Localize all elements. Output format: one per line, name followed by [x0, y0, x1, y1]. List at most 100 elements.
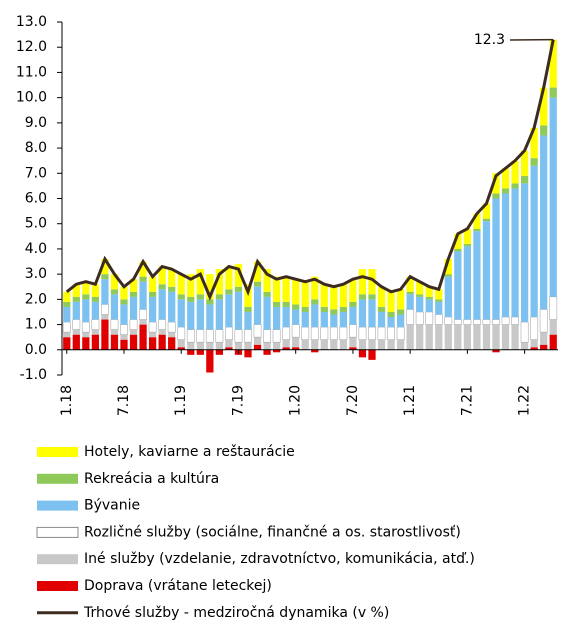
bar-segment	[244, 342, 251, 350]
bar-segment	[292, 325, 299, 338]
bar-segment	[197, 299, 204, 329]
bar-segment	[244, 350, 251, 358]
bar-segment	[435, 314, 442, 324]
bar-segment	[311, 327, 318, 340]
y-tick-label: 9.0	[25, 115, 47, 131]
bar-segment	[387, 327, 394, 340]
bar-segment	[149, 332, 156, 337]
bar-segment	[378, 307, 385, 312]
bar-segment	[483, 221, 490, 319]
bar-segment	[349, 337, 356, 347]
bar-segment	[387, 317, 394, 327]
bar-segment	[101, 320, 108, 350]
bar-segment	[273, 342, 280, 350]
bar-segment	[550, 98, 557, 297]
bar-segment	[511, 183, 518, 188]
bar-segment	[263, 297, 270, 330]
bar-segment	[130, 320, 137, 330]
bar-segment	[130, 330, 137, 335]
bar-segment	[120, 335, 127, 340]
bar-segment	[120, 299, 127, 304]
bar-segment	[197, 342, 204, 350]
bar-segment	[73, 297, 80, 302]
legend-swatch	[37, 527, 78, 537]
bar-segment	[540, 135, 547, 309]
bar-segment	[149, 292, 156, 297]
bar-segment	[464, 246, 471, 319]
bar-segment	[302, 307, 309, 312]
bar-segment	[407, 292, 414, 295]
bar-segment	[340, 312, 347, 327]
bar-segment	[368, 327, 375, 340]
bar-segment	[149, 322, 156, 332]
bar-segment	[473, 231, 480, 319]
bar-segment	[63, 292, 70, 302]
bar-segment	[368, 340, 375, 350]
bar-segment	[483, 320, 490, 325]
bar-segment	[464, 320, 471, 325]
x-tick-label: 1.21	[402, 385, 418, 416]
bar-segment	[149, 337, 156, 350]
bar-segment	[283, 327, 290, 340]
bar-segment	[216, 299, 223, 329]
bar-segment	[235, 342, 242, 350]
bar-segment	[216, 342, 223, 350]
bar-segment	[349, 307, 356, 325]
bar-segment	[82, 299, 89, 322]
bar-segment	[283, 307, 290, 327]
bar-segment	[359, 294, 366, 299]
bar-segment	[206, 330, 213, 343]
x-tick-label: 7.19	[230, 385, 246, 416]
bar-segment	[159, 284, 166, 289]
bar-segment	[378, 312, 385, 327]
legend-swatch	[37, 474, 78, 484]
bar-segment	[254, 282, 261, 287]
bar-segment	[178, 327, 185, 340]
bar-segment	[235, 287, 242, 292]
legend-swatch	[37, 581, 78, 591]
bar-segment	[187, 330, 194, 343]
x-tick-label: 7.20	[345, 385, 361, 416]
bar-segment	[321, 340, 328, 350]
bar-segment	[349, 279, 356, 302]
y-tick-label: 12.0	[16, 39, 47, 55]
bar-segment	[550, 88, 557, 98]
bar-segment	[187, 302, 194, 330]
bar-segment	[63, 307, 70, 322]
bar-segment	[397, 309, 404, 314]
bar-segment	[216, 294, 223, 299]
bar-segment	[445, 277, 452, 317]
bar-segment	[368, 294, 375, 299]
bar-segment	[82, 322, 89, 332]
bar-segment	[492, 199, 499, 320]
legend-label: Hotely, kaviarne a reštaurácie	[84, 444, 295, 460]
bar-segment	[407, 309, 414, 324]
bar-segment	[359, 350, 366, 358]
bar-segment	[340, 340, 347, 350]
x-tick-label: 7.21	[459, 385, 475, 416]
bar-segment	[235, 330, 242, 343]
bar-segment	[111, 335, 118, 350]
bar-segment	[521, 342, 528, 350]
legend-label: Bývanie	[84, 498, 140, 514]
bar-segment	[178, 294, 185, 299]
bar-segment	[416, 294, 423, 297]
bar-segment	[63, 332, 70, 337]
bar-segment	[206, 350, 213, 373]
bar-segment	[387, 292, 394, 312]
bar-segment	[321, 312, 328, 327]
x-tick-label: 1.20	[288, 385, 304, 416]
bar-segment	[292, 309, 299, 324]
bar-segment	[168, 337, 175, 350]
legend-swatch	[37, 447, 78, 457]
bar-segment	[426, 297, 433, 300]
bar-segment	[368, 299, 375, 327]
bar-segment	[531, 340, 538, 348]
bar-segment	[492, 325, 499, 350]
y-tick-label: 4.0	[25, 241, 47, 257]
bar-segment	[359, 299, 366, 327]
bar-segment	[416, 312, 423, 325]
bar-segment	[359, 327, 366, 340]
bar-segment	[378, 340, 385, 350]
bar-segment	[254, 325, 261, 338]
